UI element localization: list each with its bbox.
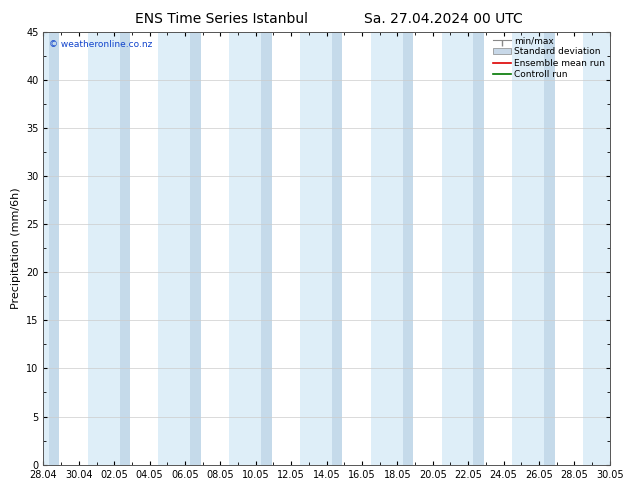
Bar	[371, 32, 403, 465]
Bar	[300, 32, 332, 465]
Bar	[403, 32, 413, 465]
Y-axis label: Precipitation (mm/6h): Precipitation (mm/6h)	[11, 187, 20, 309]
Bar	[544, 32, 555, 465]
Bar	[230, 32, 261, 465]
Bar	[17, 32, 49, 465]
Bar	[474, 32, 484, 465]
Bar	[49, 32, 60, 465]
Bar	[120, 32, 130, 465]
Bar	[87, 32, 120, 465]
Bar	[190, 32, 201, 465]
Bar	[332, 32, 342, 465]
Bar	[583, 32, 615, 465]
Bar	[261, 32, 272, 465]
Text: © weatheronline.co.nz: © weatheronline.co.nz	[49, 40, 152, 49]
Legend: min/max, Standard deviation, Ensemble mean run, Controll run: min/max, Standard deviation, Ensemble me…	[493, 36, 605, 79]
Bar	[441, 32, 474, 465]
Bar	[158, 32, 190, 465]
Text: ENS Time Series Istanbul: ENS Time Series Istanbul	[136, 12, 308, 26]
Text: Sa. 27.04.2024 00 UTC: Sa. 27.04.2024 00 UTC	[365, 12, 523, 26]
Bar	[512, 32, 544, 465]
Bar	[615, 32, 626, 465]
